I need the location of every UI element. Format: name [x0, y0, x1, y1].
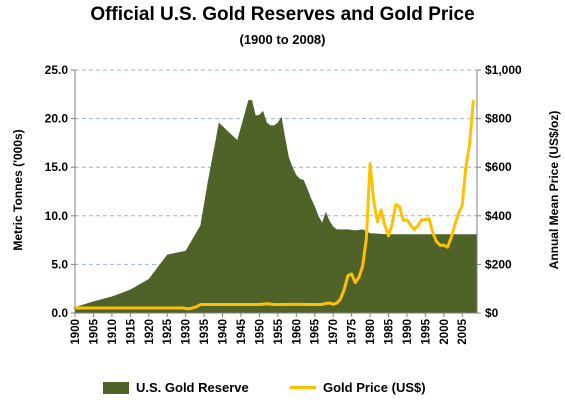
left-tick-label: 0.0 [51, 306, 68, 320]
x-tick-label: 1935 [199, 318, 211, 344]
right-tick-label: $600 [485, 160, 512, 174]
left-tick-label: 10.0 [45, 209, 69, 223]
reserve-area-layer [75, 100, 477, 313]
right-axis-ticks: $0 $200 $400 $600 $800 $1,000 [477, 63, 522, 320]
x-tick-label: 1960 [291, 319, 303, 345]
left-tick-label: 15.0 [45, 160, 69, 174]
x-tick-label: 1980 [365, 319, 377, 345]
left-axis-label: Metric Tonnes ('000s) [11, 129, 25, 250]
price-line [73, 99, 475, 311]
chart-legend: U.S. Gold Reserve Gold Price (US$) [0, 380, 565, 400]
x-tick-label: 1900 [70, 319, 82, 345]
right-tick-label: $200 [485, 257, 512, 271]
grid-lines [75, 69, 477, 265]
right-tick-label: $400 [485, 209, 512, 223]
x-tick-label: 1910 [107, 319, 119, 345]
chart-title: Official U.S. Gold Reserves and Gold Pri… [90, 4, 475, 25]
right-axis-label: Annual Mean Price (US$/oz) [547, 111, 561, 270]
x-tick-label: 1915 [125, 318, 137, 344]
x-tick-label: 1985 [383, 318, 395, 344]
left-tick-label: 25.0 [45, 63, 69, 77]
x-tick-label: 2005 [457, 318, 469, 344]
legend-label-price: Gold Price (US$) [323, 380, 426, 395]
legend-swatch-price [290, 386, 316, 389]
right-tick-label: $1,000 [485, 63, 522, 77]
x-tick-label: 2000 [439, 319, 451, 345]
x-tick-label: 1930 [181, 319, 193, 345]
reserve-area [75, 100, 477, 313]
x-tick-label: 1955 [273, 318, 285, 344]
legend-item-reserve: U.S. Gold Reserve [103, 380, 249, 395]
x-tick-label: 1945 [236, 318, 248, 344]
chart-subtitle: (1900 to 2008) [239, 32, 326, 47]
right-tick-label: $0 [485, 306, 499, 320]
x-tick-label: 1965 [310, 318, 322, 344]
x-tick-label: 1970 [328, 319, 340, 345]
x-tick-label: 1950 [254, 319, 266, 345]
axes [74, 70, 478, 314]
left-axis-ticks: 0.0 5.0 10.0 15.0 20.0 25.0 [45, 63, 75, 320]
x-tick-label: 1995 [420, 318, 432, 344]
legend-swatch-reserve [103, 381, 129, 394]
right-tick-label: $800 [485, 112, 512, 126]
x-tick-label: 1925 [162, 318, 174, 344]
legend-label-reserve: U.S. Gold Reserve [136, 380, 249, 395]
left-tick-label: 5.0 [51, 257, 68, 271]
x-tick-label: 1920 [144, 319, 156, 345]
x-tick-label: 1905 [88, 318, 100, 344]
x-tick-label: 1975 [347, 318, 359, 344]
x-tick-label: 1940 [218, 319, 230, 345]
legend-item-price: Gold Price (US$) [290, 380, 426, 395]
x-tick-label: 1990 [402, 319, 414, 345]
price-line-layer [73, 99, 475, 311]
x-axis-ticks: 1900 1905 1910 1915 1920 1925 1930 1935 1940 1945… [70, 313, 469, 345]
left-tick-label: 20.0 [45, 112, 69, 126]
